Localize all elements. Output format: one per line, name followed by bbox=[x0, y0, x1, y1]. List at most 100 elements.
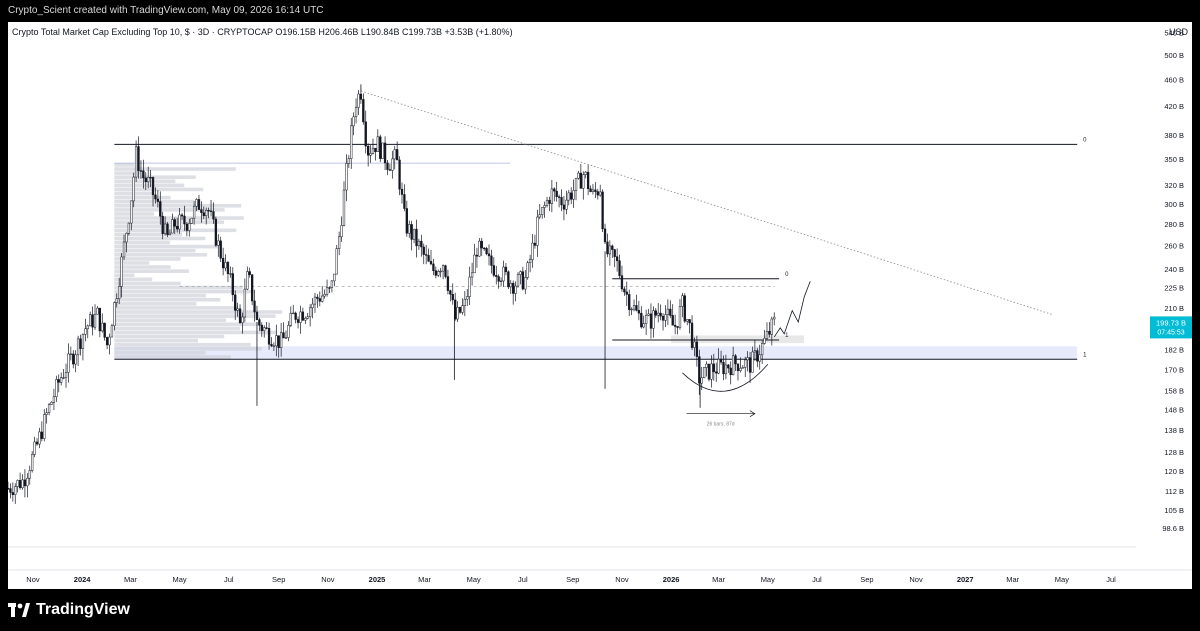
candle-body bbox=[381, 142, 384, 159]
candle-body bbox=[31, 454, 34, 471]
volume-profile-bar bbox=[114, 310, 283, 314]
candle-body bbox=[495, 275, 498, 277]
candle-body bbox=[579, 172, 583, 189]
candle-body bbox=[707, 363, 711, 380]
candle-body bbox=[325, 287, 329, 295]
candle-body bbox=[185, 223, 189, 231]
level-label-3: 1 bbox=[785, 333, 789, 339]
candle-body bbox=[543, 205, 546, 208]
x-tick-label: 2026 bbox=[663, 575, 680, 584]
candle-body bbox=[512, 282, 515, 294]
candle-body bbox=[751, 351, 754, 373]
candle-body bbox=[628, 294, 631, 310]
candle-body bbox=[195, 199, 198, 207]
y-tick-label: 182 B bbox=[1164, 345, 1184, 354]
candle-body bbox=[499, 280, 503, 283]
x-tick-label: Jul bbox=[518, 575, 528, 584]
candle-body bbox=[270, 344, 273, 347]
candle-body bbox=[379, 136, 382, 159]
volume-profile-bar bbox=[114, 326, 240, 331]
y-tick-label: 260 B bbox=[1164, 242, 1184, 251]
volume-profile-bar bbox=[114, 228, 237, 233]
candle-body bbox=[765, 330, 769, 339]
candle-body bbox=[673, 324, 677, 327]
candle-body bbox=[81, 334, 85, 349]
volume-profile-bar bbox=[114, 334, 225, 339]
candle-body bbox=[301, 311, 305, 321]
currency-label[interactable]: USD bbox=[1168, 27, 1188, 37]
candle-body bbox=[468, 276, 471, 297]
candle-body bbox=[98, 307, 102, 332]
x-tick-label: Nov bbox=[321, 575, 335, 584]
candle-body bbox=[342, 189, 346, 226]
candle-body bbox=[490, 255, 493, 266]
candle-body bbox=[586, 171, 590, 189]
symbol-legend[interactable]: Crypto Total Market Cap Excluding Top 10… bbox=[12, 27, 513, 37]
candle-body bbox=[770, 318, 773, 335]
candle-body bbox=[647, 313, 650, 316]
candle-body bbox=[313, 296, 317, 305]
candle-body bbox=[690, 322, 694, 348]
x-tick-label: Mar bbox=[418, 575, 431, 584]
candle-body bbox=[163, 223, 167, 234]
candle-body bbox=[197, 199, 201, 210]
last-price-tag bbox=[1150, 316, 1192, 339]
candle-body bbox=[282, 332, 285, 339]
candle-body bbox=[695, 341, 699, 357]
volume-profile-bar bbox=[114, 253, 208, 257]
candle-body bbox=[729, 367, 732, 375]
candle-body bbox=[234, 294, 237, 311]
candle-body bbox=[8, 488, 10, 490]
candle-body bbox=[441, 265, 445, 272]
candle-body bbox=[386, 162, 389, 170]
candle-body bbox=[23, 479, 27, 487]
tradingview-logo[interactable]: TradingView bbox=[8, 600, 130, 620]
candle-body bbox=[637, 310, 641, 314]
candle-body bbox=[296, 319, 300, 323]
candle-body bbox=[308, 307, 312, 318]
level-label-2: 0 bbox=[785, 272, 789, 278]
candle-body bbox=[212, 211, 215, 220]
candle-body bbox=[316, 296, 319, 299]
candle-body bbox=[688, 319, 691, 324]
candle-body bbox=[393, 149, 396, 160]
candle-body bbox=[410, 224, 413, 240]
volume-profile-bar bbox=[114, 273, 135, 278]
candle-body bbox=[398, 159, 401, 190]
y-tick-label: 240 B bbox=[1164, 265, 1184, 274]
candle-body bbox=[591, 189, 595, 192]
volume-profile-bar bbox=[114, 248, 196, 253]
candle-body bbox=[214, 218, 218, 246]
y-tick-label: 300 B bbox=[1164, 200, 1184, 209]
candle-body bbox=[236, 308, 239, 311]
volume-profile-bar bbox=[114, 261, 150, 265]
volume-profile-bar bbox=[114, 244, 218, 249]
y-tick-label: 500 B bbox=[1164, 51, 1184, 60]
footer-bar bbox=[0, 589, 1200, 631]
x-tick-label: Jul bbox=[812, 575, 822, 584]
candle-body bbox=[101, 322, 104, 332]
candle-body bbox=[246, 271, 249, 290]
candle-body bbox=[700, 377, 703, 384]
volume-profile-bar bbox=[114, 297, 221, 302]
x-tick-label: Sep bbox=[272, 575, 285, 584]
x-tick-label: May bbox=[467, 575, 481, 584]
candle-body bbox=[640, 312, 643, 328]
candle-body bbox=[337, 236, 341, 249]
candle-body bbox=[686, 319, 689, 322]
candle-body bbox=[134, 146, 138, 178]
candle-body bbox=[432, 263, 435, 271]
candle-body bbox=[279, 332, 283, 348]
x-tick-label: Nov bbox=[26, 575, 40, 584]
candle-body bbox=[265, 327, 268, 329]
attribution-text: Crypto_Scient created with TradingView.c… bbox=[8, 5, 324, 16]
price-chart[interactable]: 0 1 0 1 26 bars, 87d 540 B 500 B 460 B 420 B 380 … bbox=[8, 22, 1192, 589]
candle-body bbox=[760, 343, 764, 356]
candle-body bbox=[519, 271, 522, 275]
y-tick-label: 320 B bbox=[1164, 181, 1184, 190]
candle-body bbox=[76, 338, 80, 356]
candle-body bbox=[454, 299, 457, 320]
candle-body bbox=[526, 262, 529, 278]
candle-body bbox=[434, 270, 437, 276]
candle-body bbox=[521, 271, 525, 290]
